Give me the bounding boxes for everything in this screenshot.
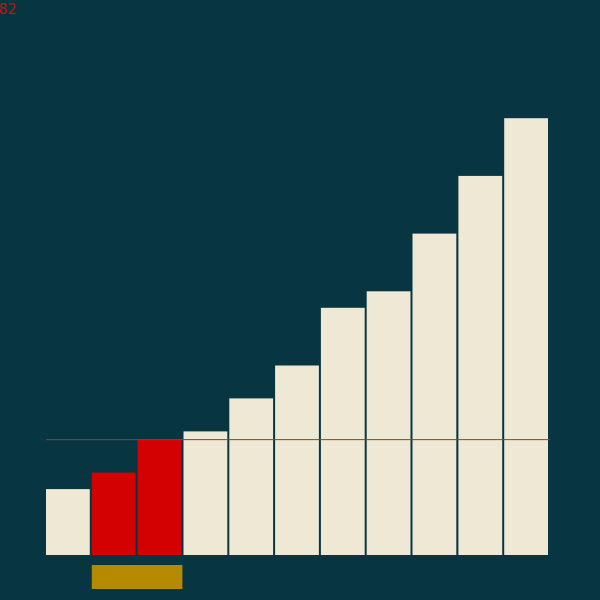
bar-5 <box>275 365 319 555</box>
bar-1 <box>91 472 136 555</box>
bar-3 <box>183 431 228 555</box>
bar-0 <box>46 489 90 555</box>
bar-4 <box>229 398 274 555</box>
bar-2 <box>137 439 182 555</box>
bar-8 <box>412 233 457 555</box>
bar-7 <box>366 291 411 555</box>
bar-10 <box>504 118 548 555</box>
bar-6 <box>320 307 365 555</box>
active-range-pointer <box>91 565 183 589</box>
bar-9 <box>458 175 503 555</box>
step-counter: 82 <box>0 0 18 18</box>
